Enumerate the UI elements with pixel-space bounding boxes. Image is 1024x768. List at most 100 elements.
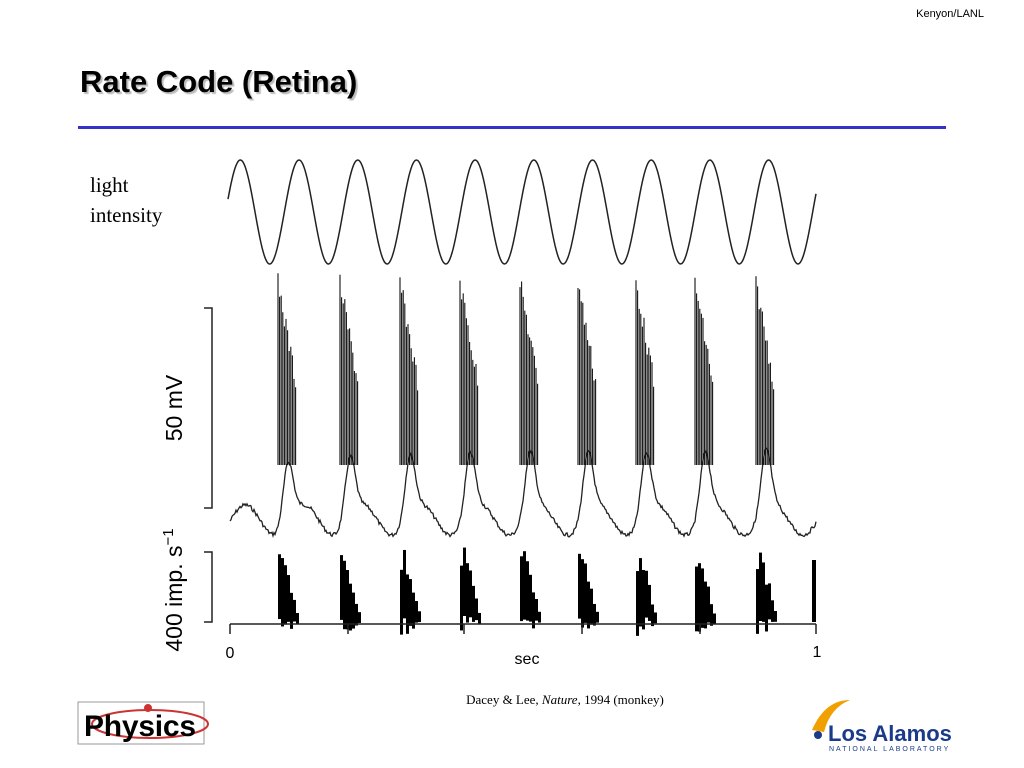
rate-bar xyxy=(523,551,526,620)
spike-burst xyxy=(339,274,359,465)
rate-bar xyxy=(346,569,349,630)
rate-bar xyxy=(278,554,281,620)
rate-bar xyxy=(701,568,704,628)
rate-bar xyxy=(463,547,466,616)
rate-bar xyxy=(535,599,538,621)
spike-burst xyxy=(694,277,714,465)
rate-bar xyxy=(713,613,716,625)
rate-scale-label: 400 imp. s−1 xyxy=(160,528,187,651)
rate-bar xyxy=(406,574,409,634)
rate-bar xyxy=(284,565,287,625)
rate-bar xyxy=(762,562,765,622)
lanl-logo-swoosh xyxy=(812,700,850,732)
rate-bar xyxy=(460,565,463,631)
rate-bar xyxy=(478,612,481,624)
stimulus-trace xyxy=(227,159,817,265)
slide-title: Rate Code (Retina) xyxy=(80,64,358,99)
rate-bar xyxy=(695,566,698,632)
spike-burst xyxy=(277,273,297,465)
rate-bar xyxy=(412,592,415,629)
physics-logo-text: Physics xyxy=(84,710,196,743)
rate-bar xyxy=(759,552,762,622)
title-rule xyxy=(78,126,946,129)
rate-bar xyxy=(520,556,523,622)
rate-bar xyxy=(698,563,701,632)
rate-bar xyxy=(290,592,293,629)
rate-bar xyxy=(340,555,343,620)
rate-scale-bar xyxy=(204,551,213,623)
rate-bar xyxy=(403,549,406,619)
rate-bar xyxy=(651,604,654,627)
rate-bar xyxy=(529,574,532,622)
rate-bar xyxy=(343,560,346,630)
rate-bar xyxy=(475,598,478,621)
caption-authors: Dacey & Lee, xyxy=(466,692,542,707)
rate-bar xyxy=(756,569,759,634)
spike-burst xyxy=(635,280,655,465)
x-end-label: 1 xyxy=(813,644,822,661)
spike-burst xyxy=(755,276,775,465)
rate-bar xyxy=(648,584,651,621)
rate-bar xyxy=(593,603,596,626)
rate-bar xyxy=(710,604,713,626)
rate-bar xyxy=(654,612,657,624)
spike-burst xyxy=(459,280,479,465)
caption-journal: Nature xyxy=(541,692,578,707)
rate-bar xyxy=(704,581,707,629)
credit: Kenyon/LANL xyxy=(916,8,984,20)
rate-bar xyxy=(765,584,768,632)
rate-bar xyxy=(349,583,352,631)
rate-bar xyxy=(538,611,541,623)
rate-bar xyxy=(400,569,403,635)
lanl-logo-subtitle: NATIONAL LABORATORY xyxy=(829,746,950,753)
rate-bar xyxy=(409,579,412,626)
rate-bar xyxy=(293,599,296,622)
rate-bar xyxy=(287,575,290,622)
rate-bar xyxy=(584,563,587,623)
rate-scale-exponent: −1 xyxy=(160,528,177,545)
rate-scale-text: 400 imp. s xyxy=(161,546,187,652)
rate-bar xyxy=(358,612,361,623)
rate-bar xyxy=(469,570,472,618)
lanl-logo-name: Los Alamos xyxy=(828,721,952,746)
caption-details: , 1994 (monkey) xyxy=(577,692,664,707)
voltage-trace xyxy=(229,447,817,539)
rate-bar xyxy=(587,581,590,629)
rate-bar xyxy=(596,611,599,623)
rate-bar xyxy=(352,592,355,629)
spike-burst xyxy=(399,277,419,465)
rate-bar xyxy=(281,558,284,627)
rate-bar xyxy=(774,610,777,622)
rate-bar xyxy=(590,588,593,625)
lanl-logo-dot xyxy=(814,731,822,739)
rate-bar xyxy=(707,586,710,623)
rate-bar xyxy=(578,553,581,619)
rate-bar xyxy=(645,570,648,618)
stimulus-label-line: intensity xyxy=(90,203,163,227)
caption: Dacey & Lee, Nature, 1994 (monkey) xyxy=(0,692,1024,708)
x-axis-label: sec xyxy=(515,651,540,668)
rate-bar xyxy=(581,559,584,628)
rate-bar xyxy=(296,613,299,624)
rate-bar xyxy=(771,600,774,622)
rate-bar xyxy=(532,592,535,629)
rate-bar xyxy=(355,603,358,626)
rate-bar xyxy=(768,583,771,620)
rate-bar xyxy=(812,560,816,622)
rate-bar xyxy=(636,571,639,636)
rate-bar xyxy=(639,558,642,627)
x-start-label: 0 xyxy=(226,645,235,662)
rate-bar xyxy=(418,611,421,623)
rate-bar xyxy=(472,585,475,622)
physics-logo-dot xyxy=(144,704,152,712)
rate-bar xyxy=(642,570,645,630)
stimulus-label: light intensity xyxy=(90,170,162,230)
voltage-scale-label: 50 mV xyxy=(161,374,187,441)
stimulus-label-line: light xyxy=(90,173,129,197)
voltage-scale-bar xyxy=(204,307,213,509)
spike-burst xyxy=(577,288,597,465)
rate-bar xyxy=(526,561,529,621)
spike-burst xyxy=(519,281,539,465)
